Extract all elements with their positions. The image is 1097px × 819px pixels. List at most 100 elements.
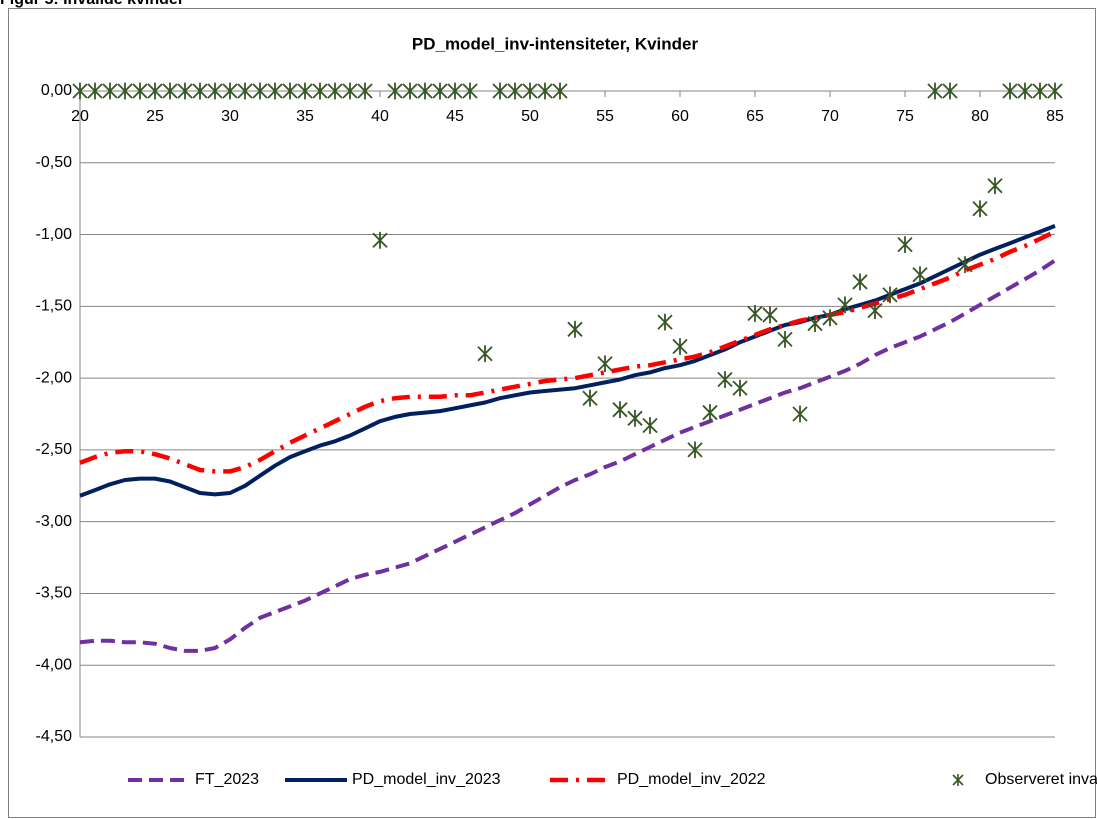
data-point (492, 82, 508, 100)
y-tick-label: -2,50 (36, 441, 73, 458)
figure-caption: Figur 5: Invalide kvinder (0, 0, 184, 8)
data-point (612, 401, 628, 419)
legend-marker (952, 774, 964, 786)
data-point (642, 417, 658, 434)
data-point (282, 82, 298, 100)
data-point (267, 82, 283, 100)
data-point (717, 371, 733, 388)
data-point (222, 82, 238, 100)
data-point (237, 82, 253, 100)
data-point (432, 82, 448, 100)
y-tick-label: -1,00 (36, 226, 73, 243)
data-point (357, 82, 373, 100)
data-point (522, 82, 538, 100)
data-point (762, 306, 778, 324)
data-point (747, 305, 763, 322)
data-point (507, 82, 523, 100)
x-tick-label: 65 (746, 108, 764, 125)
data-point (1002, 82, 1018, 100)
legend-label: FT_2023 (195, 771, 259, 788)
data-point (582, 389, 598, 407)
y-tick-label: -0,50 (36, 154, 73, 171)
data-point (1017, 82, 1033, 100)
data-point (417, 82, 433, 100)
series-line (79, 258, 1057, 653)
data-point (387, 82, 403, 100)
data-point (342, 82, 358, 100)
data-point (732, 379, 748, 397)
data-point (402, 82, 418, 100)
data-point (597, 355, 613, 373)
data-point (1047, 82, 1063, 100)
x-tick-label: 70 (821, 108, 839, 125)
y-tick-label: 0,00 (41, 82, 72, 99)
data-point (162, 82, 178, 100)
x-tick-label: 45 (446, 108, 464, 125)
data-point (447, 82, 463, 100)
data-point (942, 82, 958, 100)
x-tick-label: 25 (146, 108, 164, 125)
x-tick-label: 20 (71, 108, 89, 125)
legend-label: PD_model_inv_2023 (352, 771, 501, 788)
y-tick-label: -1,50 (36, 298, 73, 315)
data-point (702, 404, 718, 421)
data-point (972, 200, 988, 218)
x-tick-label: 75 (896, 108, 914, 125)
data-point (927, 82, 943, 100)
data-point (672, 338, 688, 355)
data-point (327, 82, 343, 100)
data-point (192, 82, 208, 100)
chart-title: PD_model_inv-intensiteter, Kvinder (412, 34, 699, 53)
data-point (102, 82, 118, 100)
data-point (147, 82, 163, 100)
data-point (252, 82, 268, 100)
data-point (837, 296, 853, 314)
data-point (537, 82, 553, 100)
data-point (87, 82, 103, 100)
data-point (657, 313, 673, 331)
chart-frame (8, 8, 1096, 818)
data-point (987, 177, 1003, 195)
y-tick-label: -3,50 (36, 585, 73, 602)
data-point (312, 82, 328, 100)
data-point (297, 82, 313, 100)
data-point (552, 82, 568, 100)
data-point (957, 256, 973, 274)
data-point (822, 309, 838, 327)
x-tick-label: 80 (971, 108, 989, 125)
data-point (882, 286, 898, 304)
x-tick-label: 85 (1046, 108, 1064, 125)
x-tick-label: 50 (521, 108, 539, 125)
y-tick-label: -2,00 (36, 369, 73, 386)
data-point (567, 320, 583, 338)
data-point (477, 345, 493, 363)
series-line (79, 224, 1056, 498)
y-tick-label: -3,00 (36, 513, 73, 530)
legend-label: Observeret invalide (985, 771, 1097, 788)
data-point (462, 82, 478, 100)
data-point (117, 82, 133, 100)
data-point (792, 405, 808, 423)
data-point (132, 82, 148, 100)
x-tick-label: 40 (371, 108, 389, 125)
data-point (207, 82, 223, 100)
data-point (912, 266, 928, 284)
data-point (1032, 82, 1048, 100)
x-tick-label: 35 (296, 108, 314, 125)
data-point (852, 273, 868, 291)
data-point (897, 236, 913, 254)
data-point (627, 409, 643, 427)
legend-label: PD_model_inv_2022 (617, 771, 766, 788)
data-point (372, 231, 388, 249)
y-tick-label: -4,00 (36, 656, 73, 673)
data-point (177, 82, 193, 100)
x-tick-label: 55 (596, 108, 614, 125)
y-tick-label: -4,50 (36, 728, 73, 745)
data-point (867, 302, 883, 320)
data-point (777, 330, 793, 348)
x-tick-label: 60 (671, 108, 689, 125)
data-point (807, 315, 823, 332)
data-point (72, 82, 88, 100)
